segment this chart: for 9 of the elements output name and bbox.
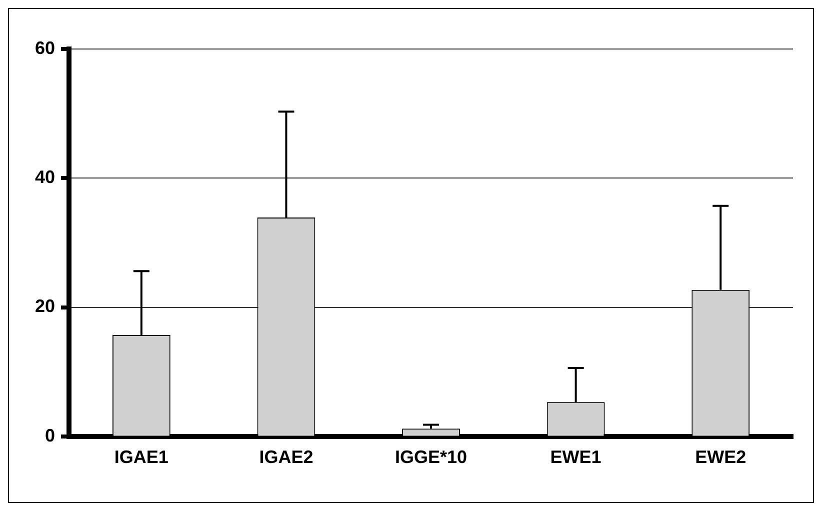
y-tick-label: 40 <box>34 167 56 188</box>
x-tick-label: IGAE1 <box>114 447 168 468</box>
x-tick-label: EWE1 <box>550 447 602 468</box>
x-tick-label: EWE2 <box>695 447 746 468</box>
x-tick-label: IGAE2 <box>259 447 314 468</box>
y-tick-label: 60 <box>34 38 56 58</box>
y-tick-label: 20 <box>34 296 56 316</box>
x-tick-label: IGGE*10 <box>394 447 468 468</box>
y-tick-label: 0 <box>45 425 56 446</box>
